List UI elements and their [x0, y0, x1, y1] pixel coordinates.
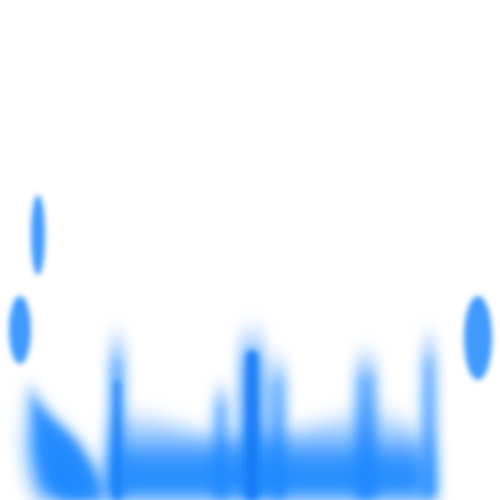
flame-wisps	[9, 195, 492, 380]
flame-left-sweep	[30, 380, 102, 500]
flame-core	[114, 350, 258, 500]
flame-tongues	[109, 315, 436, 500]
